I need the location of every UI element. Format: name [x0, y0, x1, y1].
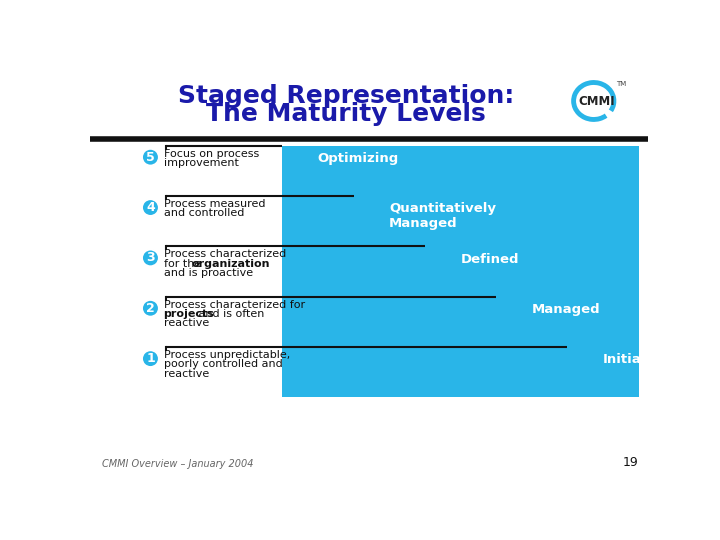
Text: Process measured: Process measured [163, 199, 265, 209]
Bar [567, 347, 639, 397]
Text: and is proactive: and is proactive [163, 268, 253, 278]
Circle shape [142, 199, 159, 216]
Text: and is often: and is often [195, 309, 265, 319]
Text: Defined: Defined [461, 253, 519, 266]
Text: Managed: Managed [532, 303, 600, 316]
Text: for the: for the [163, 259, 204, 269]
Text: reactive: reactive [163, 369, 209, 379]
Text: TM: TM [616, 81, 626, 87]
Bar [425, 246, 639, 397]
Text: 5: 5 [146, 151, 155, 164]
Text: CMMI Overview – January 2004: CMMI Overview – January 2004 [102, 459, 253, 469]
Text: projects: projects [163, 309, 215, 319]
Text: Quantitatively
Managed: Quantitatively Managed [389, 202, 496, 230]
Circle shape [142, 300, 159, 317]
Text: and controlled: and controlled [163, 208, 244, 218]
Bar [354, 196, 639, 397]
Bar [282, 146, 639, 397]
Text: CMMI: CMMI [579, 95, 615, 108]
Text: Initial: Initial [603, 353, 647, 366]
Text: 2: 2 [146, 302, 155, 315]
Text: 3: 3 [146, 252, 155, 265]
Circle shape [142, 148, 159, 166]
Circle shape [142, 350, 159, 367]
Text: Staged Representation:: Staged Representation: [178, 84, 514, 107]
Text: poorly controlled and: poorly controlled and [163, 360, 282, 369]
Text: organization: organization [192, 259, 270, 269]
Text: Process unpredictable,: Process unpredictable, [163, 350, 290, 360]
Text: Process characterized: Process characterized [163, 249, 286, 259]
Text: Focus on process: Focus on process [163, 148, 259, 159]
Text: reactive: reactive [163, 318, 209, 328]
Bar [496, 296, 639, 397]
Text: 19: 19 [623, 456, 639, 469]
Text: The Maturity Levels: The Maturity Levels [206, 102, 485, 126]
Text: improvement: improvement [163, 158, 238, 168]
Text: Optimizing: Optimizing [318, 152, 399, 165]
Text: 4: 4 [146, 201, 155, 214]
Text: Process characterized for: Process characterized for [163, 300, 305, 310]
Circle shape [142, 249, 159, 266]
Text: 1: 1 [146, 352, 155, 365]
